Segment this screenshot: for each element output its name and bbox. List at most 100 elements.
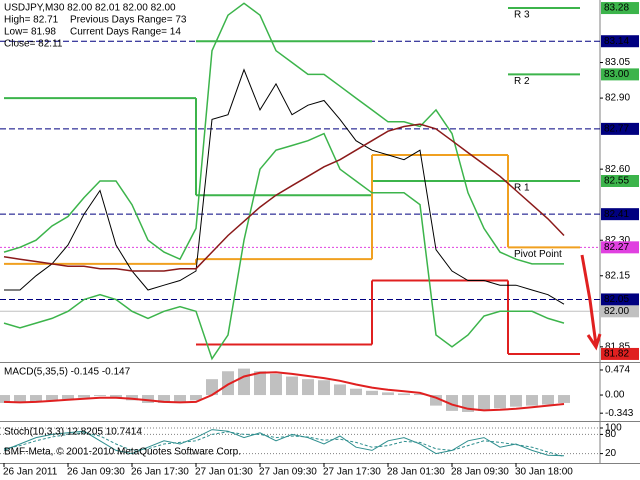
high-info: High= 82.71 (4, 15, 59, 26)
macd-bar (302, 379, 314, 396)
macd-bar (206, 379, 218, 396)
level-label: 83.14 (604, 36, 629, 47)
x-tick-label: 28 Jan 01:30 (387, 467, 445, 478)
macd-bar (382, 392, 394, 396)
pivot-label: R 1 (514, 183, 530, 194)
macd-bar (78, 395, 90, 398)
y-tick-label: 0.00 (605, 390, 625, 401)
pivot-label: R 3 (514, 10, 530, 21)
macd-bar (558, 395, 570, 403)
level-box (601, 305, 639, 318)
x-tick-label: 26 Jan 2011 (3, 467, 58, 478)
close-info: Close= 82.11 (4, 39, 63, 50)
y-tick-label: 82.60 (605, 164, 630, 175)
y-tick-label: 100 (605, 423, 622, 434)
level-box (601, 347, 639, 360)
macd-bar (238, 368, 250, 396)
symbol-info: USDJPY,M30 82.00 82.01 82.00 82.00 (4, 3, 176, 14)
macd-signal (3, 371, 565, 412)
level-label: 82.05 (604, 294, 629, 305)
copyright: BMF-Meta, © 2001-2010 MetaQuotes Softwar… (4, 447, 241, 458)
x-tick-label: 26 Jan 09:30 (67, 467, 125, 478)
macd-bar (14, 395, 26, 403)
macd-bar (526, 395, 538, 406)
macd-bar (62, 395, 74, 400)
macd-bar (158, 395, 170, 403)
level-label: 83.00 (604, 69, 629, 80)
overlay: 83.05 82.90 82.60 82.30 82.15 81.85 26 Jan 201… (3, 2, 639, 478)
arrow (580, 254, 602, 351)
cur-range-info: Current Days Range= 14 (70, 27, 181, 38)
price-line (4, 68, 565, 305)
macd-bar (286, 376, 298, 396)
x-tick-label: 26 Jan 17:30 (131, 467, 189, 478)
macd-bar (542, 395, 554, 405)
macd-bar (350, 388, 362, 396)
level-box (601, 241, 639, 254)
macd-bar (430, 395, 442, 406)
macd-bar (30, 395, 42, 402)
level-box (601, 2, 639, 15)
macd-bar (222, 371, 234, 396)
y-tick-label: 82.30 (605, 235, 630, 246)
stoch-panel (0, 427, 600, 457)
x-tick-label: 30 Jan 18:00 (515, 467, 573, 478)
macd-bar (254, 371, 266, 396)
y-tick-label: 20 (605, 448, 617, 459)
y-tick-label: 80 (605, 429, 617, 440)
macd-panel (0, 368, 570, 412)
macd-bar (190, 395, 202, 401)
level-box (601, 68, 639, 81)
macd-bar (398, 393, 410, 396)
macd-bar (414, 393, 426, 396)
stoch-line (3, 429, 565, 457)
pivot-label: R 2 (514, 76, 530, 87)
y-tick-label: -0.343 (605, 408, 634, 419)
level-box (601, 122, 639, 135)
macd-bar (318, 380, 330, 396)
level-label: 83.28 (604, 3, 629, 14)
price-line (3, 123, 565, 272)
macd-bar (174, 395, 186, 403)
y-tick-label: 82.90 (605, 93, 630, 104)
price-panel: R 3 R 2 R 1 Pivot Point (0, 2, 600, 361)
level-box (601, 293, 639, 306)
level-label: 82.27 (604, 242, 629, 253)
macd-bar (510, 395, 522, 407)
level-label: 82.55 (604, 176, 629, 187)
macd-bar (334, 384, 346, 396)
pivot-label: Pivot Point (514, 249, 562, 260)
level-label: 81.82 (604, 349, 629, 360)
macd-bar (0, 395, 10, 403)
stoch-line (3, 431, 565, 457)
y-tick-label: 83.05 (605, 57, 630, 68)
macd-bar (494, 395, 506, 409)
level-box (601, 175, 639, 187)
y-tick-label: 0.474 (605, 365, 630, 376)
macd-bar (366, 390, 378, 396)
macd-bar (142, 395, 154, 403)
macd-bar (270, 373, 282, 396)
level-label: 82.41 (604, 209, 629, 220)
macd-bar (46, 395, 58, 401)
low-info: Low= 81.98 (4, 27, 56, 38)
stoch-label: Stoch(10,3,3) 12.8205 10.7414 (4, 427, 142, 438)
x-tick-label: 27 Jan 01:30 (195, 467, 253, 478)
macd-bar (446, 395, 458, 411)
level-box (601, 35, 639, 48)
level-label: 82.00 (604, 306, 629, 317)
macd-bar (126, 395, 138, 401)
x-tick-label: 28 Jan 09:30 (451, 467, 509, 478)
price-line (3, 2, 564, 265)
macd-bar (94, 395, 106, 397)
y-tick-label: 82.15 (605, 270, 630, 281)
x-tick-label: 27 Jan 17:30 (323, 467, 381, 478)
prev-range-info: Previous Days Range= 73 (70, 15, 187, 26)
macd-label: MACD(5,35,5) -0.145 -0.147 (4, 367, 131, 378)
x-tick-label: 27 Jan 09:30 (259, 467, 317, 478)
level-box (601, 208, 639, 221)
y-tick-label: 81.85 (605, 341, 630, 352)
macd-bar (478, 395, 490, 411)
